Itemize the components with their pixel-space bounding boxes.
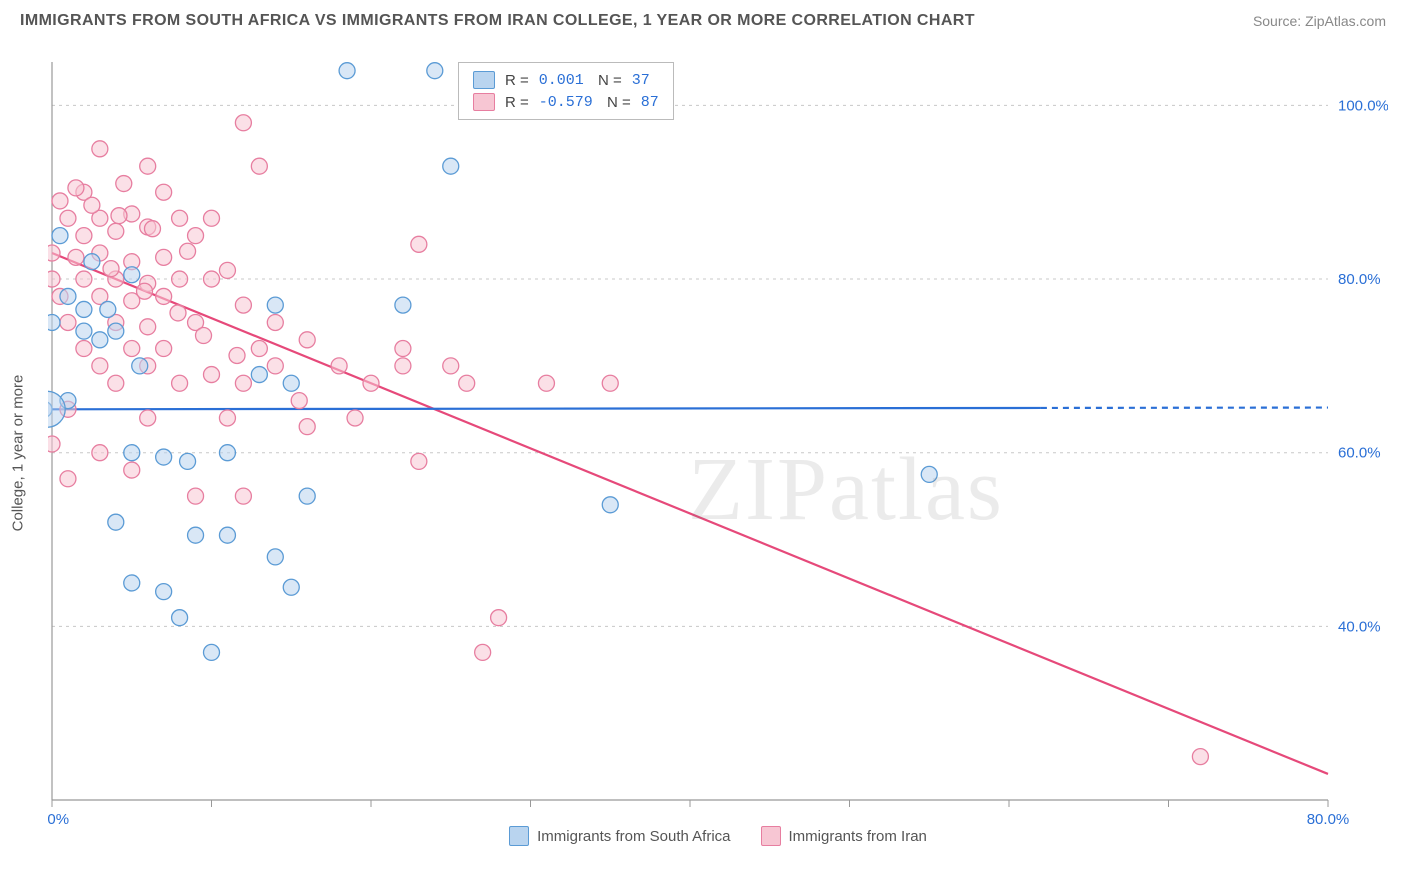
stat-label: N =	[594, 72, 622, 89]
svg-text:80.0%: 80.0%	[1338, 271, 1381, 288]
stat-n-value-a: 37	[632, 72, 650, 89]
legend-item-series-b: Immigrants from Iran	[761, 826, 927, 846]
stat-r-value-b: -0.579	[539, 94, 593, 111]
svg-text:100.0%: 100.0%	[1338, 97, 1388, 114]
chart-svg: 40.0%60.0%80.0%100.0%0.0%80.0%	[48, 58, 1388, 848]
chart-title: IMMIGRANTS FROM SOUTH AFRICA VS IMMIGRAN…	[20, 12, 975, 30]
source-label: Source: ZipAtlas.com	[1253, 13, 1386, 29]
plot-area: College, 1 year or more 40.0%60.0%80.0%1…	[48, 58, 1388, 848]
stat-label: R =	[505, 94, 529, 111]
correlation-stats-box: R = 0.001 N = 37 R = -0.579 N = 87	[458, 62, 674, 120]
legend-label-a: Immigrants from South Africa	[537, 828, 730, 845]
legend-label-b: Immigrants from Iran	[789, 828, 927, 845]
stat-label: R =	[505, 72, 529, 89]
legend: Immigrants from South Africa Immigrants …	[48, 826, 1388, 846]
legend-item-series-a: Immigrants from South Africa	[509, 826, 730, 846]
series-b-swatch-icon	[473, 93, 495, 111]
stat-row-series-b: R = -0.579 N = 87	[473, 91, 659, 113]
stat-r-value-a: 0.001	[539, 72, 584, 89]
stat-row-series-a: R = 0.001 N = 37	[473, 69, 659, 91]
series-b-swatch-icon	[761, 826, 781, 846]
stat-label: N =	[603, 94, 631, 111]
y-axis-label: College, 1 year or more	[10, 375, 27, 532]
svg-text:60.0%: 60.0%	[1338, 445, 1381, 462]
series-a-swatch-icon	[509, 826, 529, 846]
series-a-swatch-icon	[473, 71, 495, 89]
svg-text:40.0%: 40.0%	[1338, 618, 1381, 635]
stat-n-value-b: 87	[641, 94, 659, 111]
